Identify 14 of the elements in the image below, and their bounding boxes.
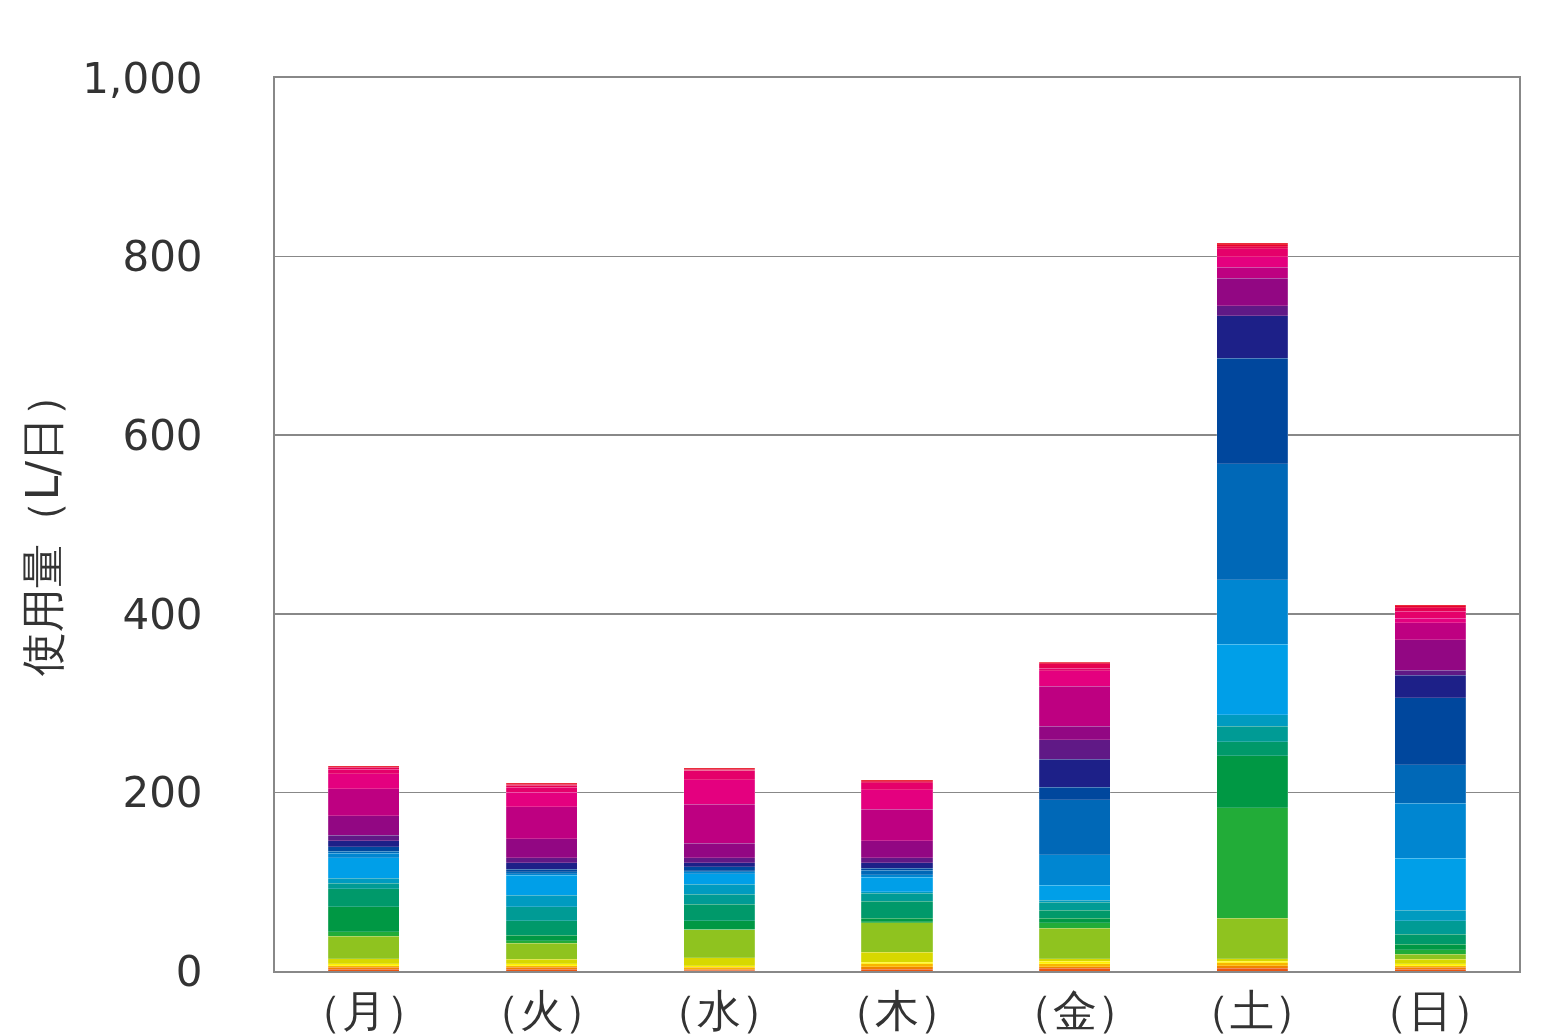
y-axis-title: 使用量（L/日） (16, 372, 68, 677)
x-tick-label: （日） (1364, 984, 1497, 1035)
y-tick-label: 400 (122, 589, 203, 639)
y-tick-label: 1,000 (82, 53, 203, 103)
y-tick-label: 800 (122, 232, 203, 282)
x-tick-label: （金） (1008, 984, 1141, 1035)
x-tick-label: （月） (297, 984, 430, 1035)
x-tick-label: （火） (475, 984, 608, 1035)
x-tick-label: （木） (831, 984, 963, 1035)
y-tick-label: 200 (122, 768, 203, 818)
y-tick-label: 0 (175, 946, 203, 996)
y-tick-label: 600 (122, 410, 203, 460)
x-tick-label: （水） (653, 984, 786, 1035)
x-tick-label: （土） (1186, 984, 1319, 1035)
